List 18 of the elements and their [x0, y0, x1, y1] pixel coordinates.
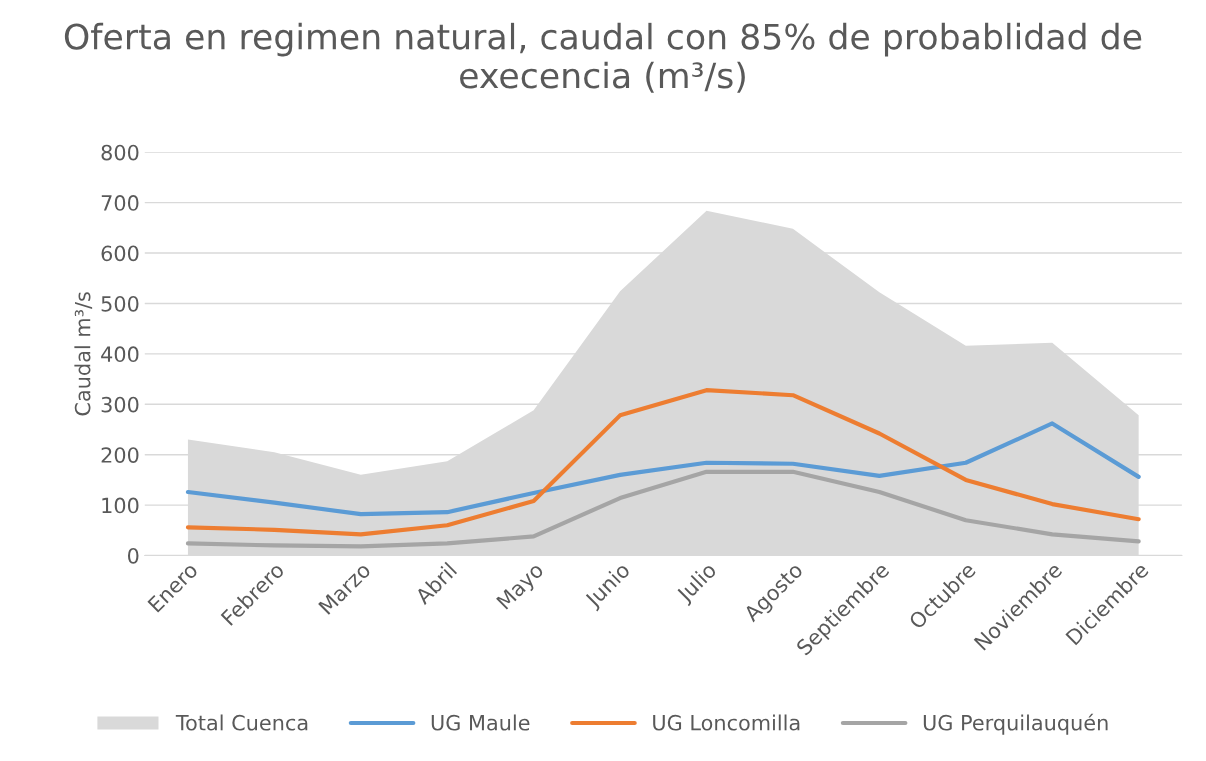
y-tick-label: 0 [127, 547, 139, 564]
y-tick-label: 100 [102, 497, 139, 514]
y-tick-label: 600 [101, 245, 139, 262]
legend-label: Total Cuenca [175, 714, 308, 731]
line-series [185, 469, 1141, 549]
legend-label: UG Maule [431, 714, 530, 731]
chart-title: Oferta en regimen natural, caudal con 85% de probablidad de execencia (m³/s) [64, 22, 1142, 93]
y-tick-label: 700 [101, 195, 139, 211]
y-tick-label: 300 [101, 396, 139, 413]
y-tick-label: 800 [101, 144, 139, 161]
line-series [185, 421, 1141, 517]
legend-label: UG Loncomilla [653, 714, 800, 731]
y-axis-title: Caudal m³/s [74, 292, 93, 416]
y-tick-label: 500 [101, 295, 139, 312]
line-series [185, 388, 1141, 537]
legend-label: UG Perquilauquén [923, 713, 1108, 735]
y-tick-label: 400 [101, 346, 139, 363]
y-tick-label: 200 [101, 447, 139, 463]
